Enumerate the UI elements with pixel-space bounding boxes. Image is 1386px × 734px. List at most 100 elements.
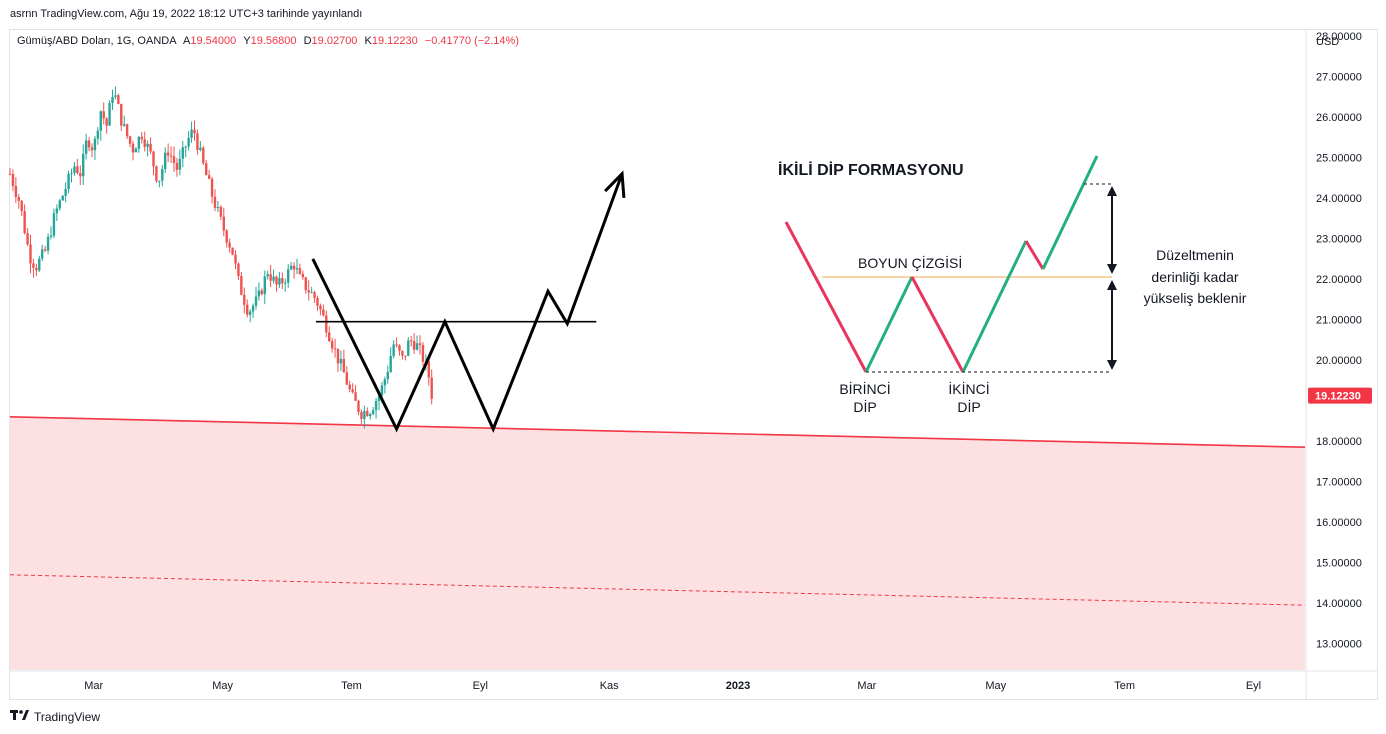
- candle-body: [105, 118, 108, 126]
- candles-layer: [8, 86, 433, 429]
- candle-body: [158, 180, 161, 182]
- time-tick-label: Eyl: [473, 680, 488, 692]
- candle-body: [196, 133, 199, 150]
- candle-body: [108, 103, 111, 126]
- candle-body: [287, 269, 290, 283]
- pattern-leg-down-2: [910, 276, 965, 373]
- time-tick-label: 2023: [726, 680, 750, 692]
- candle-body: [313, 292, 316, 299]
- candle-body: [427, 361, 430, 378]
- price-tick-label: 28.00000: [1316, 31, 1362, 43]
- time-axis[interactable]: Mar May Tem Eyl Kas 2023 Mar May Tem Eyl: [10, 670, 1378, 692]
- candle-body: [79, 173, 82, 177]
- candle-body: [90, 147, 94, 151]
- price-tick-label: 14.00000: [1316, 598, 1362, 610]
- pattern-diagram: İKİLİ DİP FORMASYONU BOYUN ÇİZGİSİ BİRİN…: [778, 155, 1247, 415]
- candle-body: [93, 138, 97, 151]
- symbol-legend[interactable]: Gümüş/ABD Doları, 1G, OANDA A19.54000 Y1…: [17, 35, 519, 47]
- candle-body: [131, 143, 135, 153]
- candle-body: [292, 265, 296, 270]
- price-tick-label: 18.00000: [1316, 436, 1362, 448]
- candle-body: [169, 155, 173, 157]
- candle-body: [251, 305, 255, 312]
- candle-body: [155, 166, 158, 182]
- time-tick-label: Mar: [84, 680, 103, 692]
- published-info: asrnn TradingView.com, Ağu 19, 2022 18:1…: [10, 8, 363, 20]
- candle-body: [228, 242, 231, 248]
- candle-body: [14, 186, 18, 197]
- candle-body: [96, 130, 100, 139]
- candle-body: [172, 156, 176, 163]
- chart-frame: [9, 29, 1378, 700]
- footer-brand-text: TradingView: [34, 709, 101, 724]
- pattern-title: İKİLİ DİP FORMASYONU: [778, 161, 964, 179]
- candle-body: [76, 166, 79, 174]
- candle-body: [407, 340, 410, 356]
- last-price-value: 19.12230: [1315, 391, 1361, 403]
- low-label: D: [303, 35, 312, 47]
- candle-body: [32, 263, 35, 268]
- candle-body: [289, 265, 293, 270]
- candle-body: [140, 136, 143, 140]
- tradingview-logo-icon: [10, 709, 30, 724]
- lower-dashed-line[interactable]: [9, 574, 1306, 606]
- close-label: K: [364, 35, 372, 47]
- candle-body: [412, 341, 416, 350]
- note-line-1: Düzeltmenin: [1156, 247, 1234, 263]
- price-tick-label: 13.00000: [1316, 639, 1362, 651]
- candle-body: [35, 267, 38, 271]
- candle-body: [184, 146, 187, 148]
- candle-body: [202, 147, 205, 164]
- candle-body: [357, 400, 360, 412]
- candle-body: [152, 151, 155, 167]
- candle-body: [205, 163, 208, 176]
- candle-body: [266, 274, 269, 277]
- change-value: −0.41770 (−2.14%): [424, 35, 519, 47]
- candle-body: [125, 124, 129, 137]
- measure-arrowhead-up-bottom: [1107, 280, 1117, 290]
- high-label: Y: [243, 35, 251, 47]
- candle-body: [161, 169, 164, 181]
- support-line[interactable]: [9, 416, 1306, 449]
- candle-body: [418, 343, 422, 346]
- candle-body: [70, 173, 73, 175]
- candle-body: [304, 277, 307, 291]
- candle-body: [190, 129, 193, 138]
- first-bottom-label-2: DİP: [853, 398, 876, 415]
- time-tick-label: Tem: [1114, 680, 1135, 692]
- footer-brand[interactable]: TradingView: [10, 709, 100, 724]
- candle-body: [61, 195, 64, 201]
- time-tick-label: Mar: [857, 680, 876, 692]
- candle-body: [348, 384, 351, 390]
- candle-body: [240, 276, 243, 295]
- candle-body: [421, 345, 425, 362]
- candle-body: [128, 136, 132, 144]
- price-tick-label: 20.00000: [1316, 355, 1362, 367]
- candle-body: [84, 140, 88, 154]
- price-axis[interactable]: USD 28.00000 27.00000 26.00000 25.00000 24.0…: [1305, 30, 1362, 699]
- pattern-leg-down-1: [784, 221, 868, 373]
- candle-body: [322, 309, 325, 316]
- pattern-leg-up-1: [864, 276, 914, 373]
- projection-path[interactable]: [311, 173, 624, 433]
- candle-body: [207, 175, 211, 179]
- candle-body: [395, 344, 398, 346]
- candle-body: [319, 305, 322, 310]
- candle-body: [26, 233, 29, 245]
- candle-body: [263, 276, 266, 295]
- time-tick-label: Tem: [341, 680, 362, 692]
- price-tick-label: 15.00000: [1316, 558, 1362, 570]
- candle-body: [354, 392, 357, 401]
- candle-body: [281, 278, 284, 284]
- candle-body: [284, 282, 287, 284]
- candle-body: [187, 137, 190, 147]
- candle-body: [222, 216, 225, 231]
- candle-body: [325, 315, 328, 333]
- candle-body: [143, 139, 146, 147]
- candle-body: [371, 410, 375, 415]
- candle-body: [120, 103, 123, 126]
- candle-body: [199, 147, 202, 150]
- candle-body: [243, 294, 246, 305]
- candle-body: [67, 173, 70, 190]
